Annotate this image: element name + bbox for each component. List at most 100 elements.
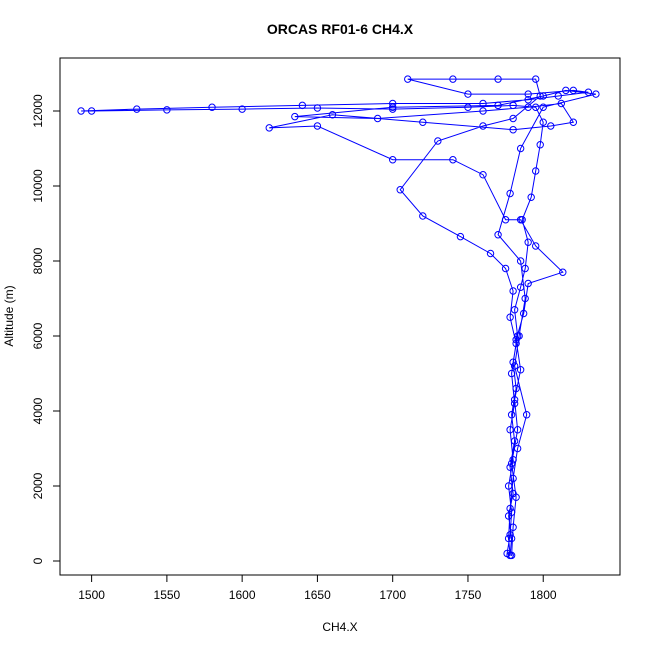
- data-point: [516, 283, 525, 291]
- data-point: [509, 358, 517, 366]
- data-point: [494, 231, 502, 239]
- y-tick-label: 12000: [31, 94, 45, 128]
- data-point: [504, 534, 513, 543]
- y-tick-label: 2000: [31, 472, 45, 499]
- data-point: [521, 294, 529, 303]
- data-point: [464, 90, 472, 98]
- data-point: [513, 444, 522, 453]
- data-point: [512, 493, 520, 501]
- data-line: [81, 78, 597, 557]
- x-tick-label: 1650: [304, 588, 331, 602]
- data-point: [559, 268, 567, 276]
- data-point: [506, 189, 514, 198]
- x-tick-label: 1500: [78, 588, 105, 602]
- data-point: [562, 86, 570, 95]
- data-point: [449, 75, 457, 83]
- data-point: [515, 332, 523, 340]
- data-point: [524, 90, 532, 98]
- data-point: [328, 111, 337, 119]
- data-point: [509, 523, 517, 531]
- data-point: [524, 238, 532, 246]
- data-point: [291, 112, 299, 121]
- x-tick-label: 1600: [229, 588, 256, 602]
- data-point: [506, 531, 514, 539]
- data-point: [479, 107, 487, 115]
- data-point: [569, 118, 578, 126]
- data-point: [531, 75, 540, 83]
- data-point: [547, 122, 555, 130]
- data-point: [512, 384, 520, 393]
- data-point: [522, 411, 531, 419]
- data-point: [554, 92, 562, 100]
- data-point: [539, 103, 547, 111]
- data-point: [512, 339, 520, 348]
- data-point: [388, 156, 397, 164]
- data-point: [531, 167, 540, 175]
- x-tick-label: 1550: [154, 588, 181, 602]
- data-point: [479, 99, 487, 108]
- data-point: [513, 426, 522, 434]
- data-point: [509, 101, 517, 110]
- data-point: [373, 114, 382, 123]
- data-point: [208, 103, 216, 111]
- x-axis-label: CH4.X: [322, 620, 357, 634]
- data-point: [510, 399, 519, 408]
- data-point: [539, 92, 547, 100]
- y-tick-label: 10000: [31, 169, 45, 203]
- data-point: [388, 99, 397, 108]
- data-point: [507, 508, 516, 516]
- y-tick-label: 0: [31, 557, 45, 564]
- data-point: [524, 279, 532, 288]
- data-point: [449, 156, 457, 164]
- x-tick-label: 1750: [455, 588, 482, 602]
- data-point: [531, 242, 540, 250]
- data-point: [313, 104, 322, 112]
- data-point: [509, 287, 517, 295]
- data-point: [388, 103, 397, 111]
- data-point: [506, 426, 514, 434]
- data-point: [519, 309, 528, 318]
- y-tick-label: 4000: [31, 397, 45, 424]
- data-point: [434, 137, 442, 145]
- data-point: [509, 456, 517, 464]
- data-point: [507, 534, 516, 543]
- data-point: [456, 232, 465, 241]
- data-point: [569, 86, 578, 95]
- data-point: [479, 122, 487, 130]
- data-point: [507, 369, 516, 378]
- data-point: [509, 114, 517, 123]
- data-point: [557, 99, 565, 108]
- data-point: [494, 101, 502, 110]
- data-point: [501, 216, 510, 224]
- data-point: [419, 118, 427, 126]
- y-tick-label: 6000: [31, 322, 45, 349]
- y-axis-label: Altitude (m): [2, 285, 16, 346]
- x-tick-label: 1700: [379, 588, 406, 602]
- data-point: [592, 90, 600, 98]
- data-point: [524, 103, 532, 111]
- data-point: [509, 126, 517, 134]
- data-point: [521, 264, 529, 273]
- plot-frame: [59, 57, 621, 576]
- data-point: [464, 103, 472, 111]
- data-point: [506, 551, 514, 560]
- data-point: [238, 105, 246, 113]
- data-point: [516, 366, 525, 374]
- data-point: [507, 459, 516, 468]
- data-point: [396, 186, 404, 194]
- data-point: [524, 96, 532, 104]
- data-point: [494, 75, 502, 83]
- data-point: [133, 105, 141, 113]
- data-point: [536, 92, 544, 100]
- data-point: [479, 171, 487, 179]
- data-point: [501, 264, 510, 273]
- x-tick-label: 1800: [530, 588, 557, 602]
- data-point: [163, 106, 171, 114]
- data-point: [419, 212, 427, 220]
- data-point: [87, 107, 96, 115]
- data-point: [510, 362, 519, 370]
- data-point: [584, 88, 593, 96]
- data-point: [404, 75, 412, 83]
- data-point: [516, 257, 525, 265]
